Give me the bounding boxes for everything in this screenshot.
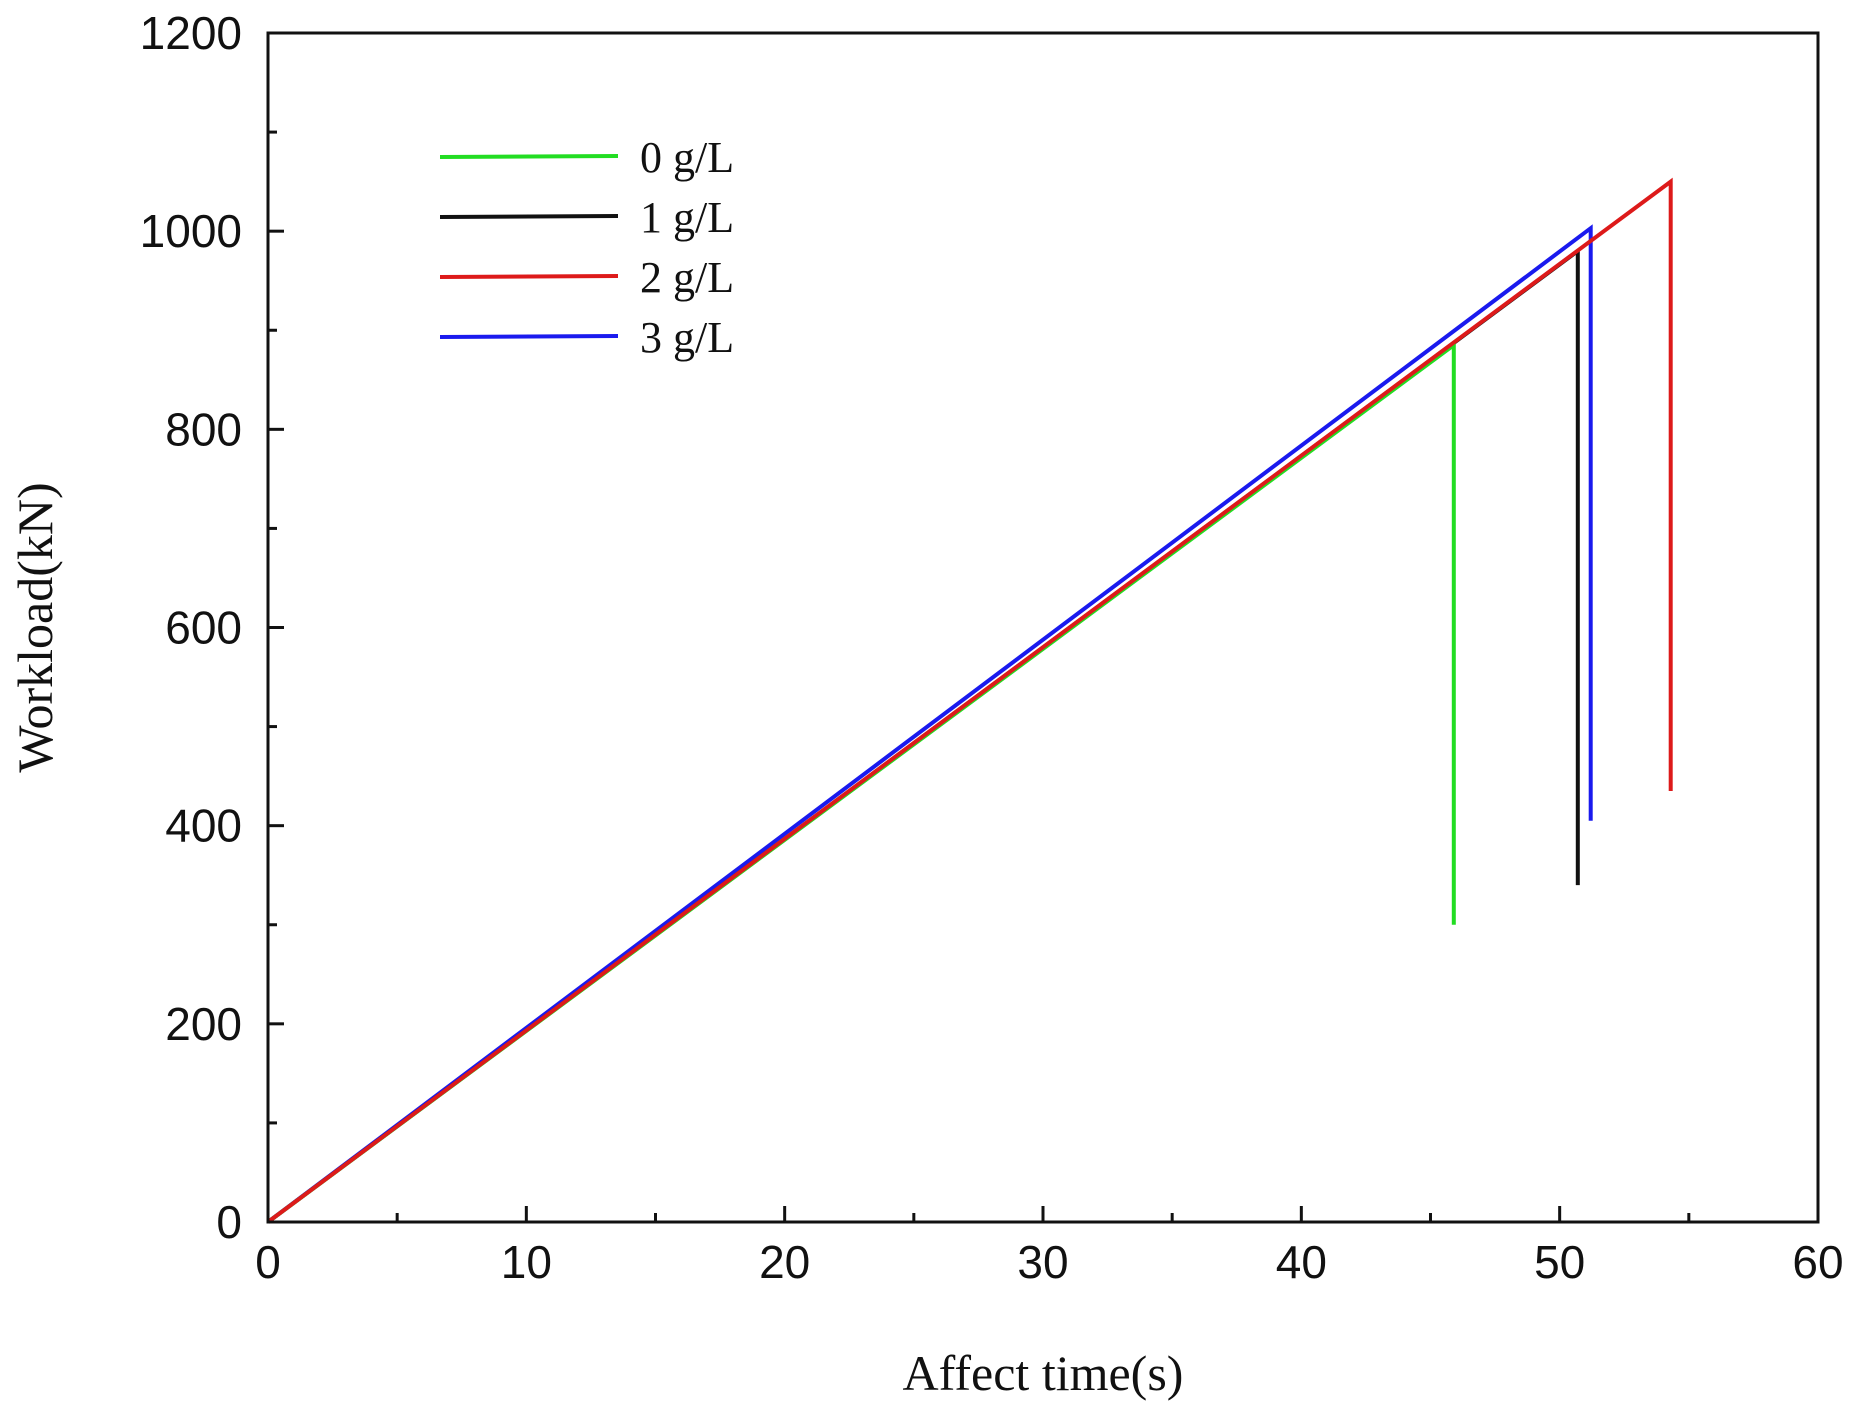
- plot-frame: [266, 31, 1820, 1224]
- x-tick-label: 60: [1792, 1236, 1843, 1288]
- x-tick-label: 50: [1534, 1236, 1585, 1288]
- legend-label-0-g-l: 0 g/L: [640, 133, 734, 182]
- y-tick-label: 1000: [140, 205, 242, 257]
- legend-label-1-g-l: 1 g/L: [640, 193, 734, 242]
- series-line-3-g-l: [266, 224, 1593, 1224]
- x-tick-label: 10: [501, 1236, 552, 1288]
- legend: 0 g/L 1 g/L 2 g/L 3 g/L: [439, 133, 734, 362]
- y-tick-label: 1200: [140, 7, 242, 59]
- y-tick-label: 600: [165, 602, 242, 654]
- x-tick-label: 40: [1276, 1236, 1327, 1288]
- series-line-2-g-l: [266, 177, 1673, 1224]
- legend-swatch-3-g-l: [439, 334, 619, 339]
- x-tick-label: 0: [255, 1236, 281, 1288]
- x-axis-title: Affect time(s): [903, 1345, 1184, 1401]
- legend-label-3-g-l: 3 g/L: [640, 313, 734, 362]
- legend-swatch-1-g-l: [439, 214, 619, 219]
- x-tick-label: 20: [759, 1236, 810, 1288]
- legend-swatch-0-g-l: [439, 154, 619, 159]
- y-tick-label: 400: [165, 800, 242, 852]
- x-tick-label: 30: [1017, 1236, 1068, 1288]
- y-tick-label: 0: [216, 1196, 242, 1248]
- legend-label-2-g-l: 2 g/L: [640, 253, 734, 302]
- series-layer: [266, 177, 1673, 1224]
- legend-swatch-2-g-l: [439, 274, 619, 279]
- y-tick-label: 200: [165, 998, 242, 1050]
- y-axis-title: Workload(kN): [7, 482, 63, 772]
- y-tick-label: 800: [165, 403, 242, 455]
